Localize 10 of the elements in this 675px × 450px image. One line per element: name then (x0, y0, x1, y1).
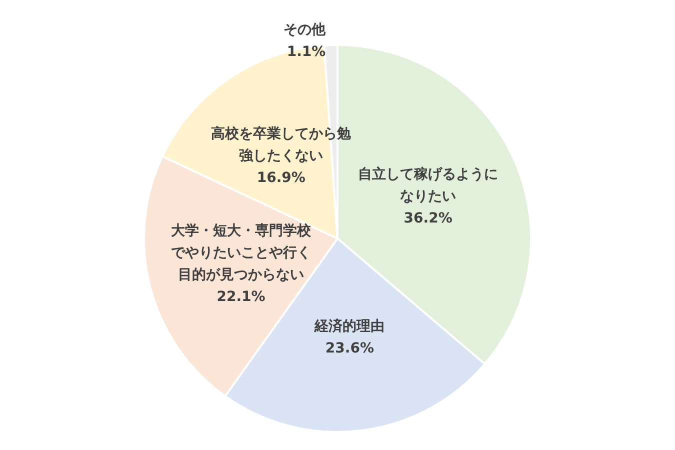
slice-label: 自立して稼げるようになりたい (358, 166, 498, 205)
data-label: 23.6% (325, 340, 374, 356)
data-label: 22.1% (216, 288, 266, 305)
data-label: 16.9% (256, 170, 306, 186)
slice-label: 高校を卒業してから勉強したくない (211, 125, 352, 164)
data-label: 36.2% (404, 210, 452, 227)
slice-label: 大学・短大・専門学校でやりたいことや行く目的が見つからない (171, 222, 312, 283)
slice-label: 経済的理由 (314, 318, 385, 334)
data-label: 1.1% (286, 44, 326, 60)
slice-label: その他 (284, 22, 327, 38)
